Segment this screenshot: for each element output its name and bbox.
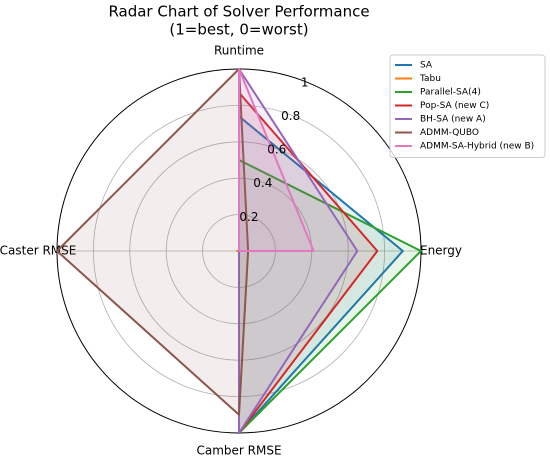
axis-label: Caster RMSE xyxy=(0,244,76,258)
legend-label: SA xyxy=(420,61,433,71)
legend-label: ADMM-QUBO xyxy=(420,128,479,138)
axis-label: Energy xyxy=(420,244,462,258)
series-area xyxy=(238,68,315,252)
legend-box xyxy=(389,54,546,158)
legend-label: BH-SA (new A) xyxy=(420,115,486,125)
chart-subtitle: (1=best, 0=worst) xyxy=(169,21,308,39)
chart-title: Radar Chart of Solver Performance xyxy=(108,3,369,21)
r-tick-label: 0.8 xyxy=(281,109,300,123)
r-tick-label: 0.2 xyxy=(239,210,258,224)
legend-label: ADMM-SA-Hybrid (new B) xyxy=(420,142,534,152)
legend-label: Parallel-SA(4) xyxy=(420,88,481,98)
axis-label: Runtime xyxy=(214,44,264,58)
legend-label: Tabu xyxy=(419,74,441,84)
r-tick-label: 1 xyxy=(301,75,309,89)
series-area xyxy=(56,68,250,416)
axis-label: Camber RMSE xyxy=(196,444,281,458)
r-tick-label: 0.6 xyxy=(267,143,286,157)
legend-label: Pop-SA (new C) xyxy=(420,101,489,111)
r-tick-label: 0.4 xyxy=(253,176,272,190)
